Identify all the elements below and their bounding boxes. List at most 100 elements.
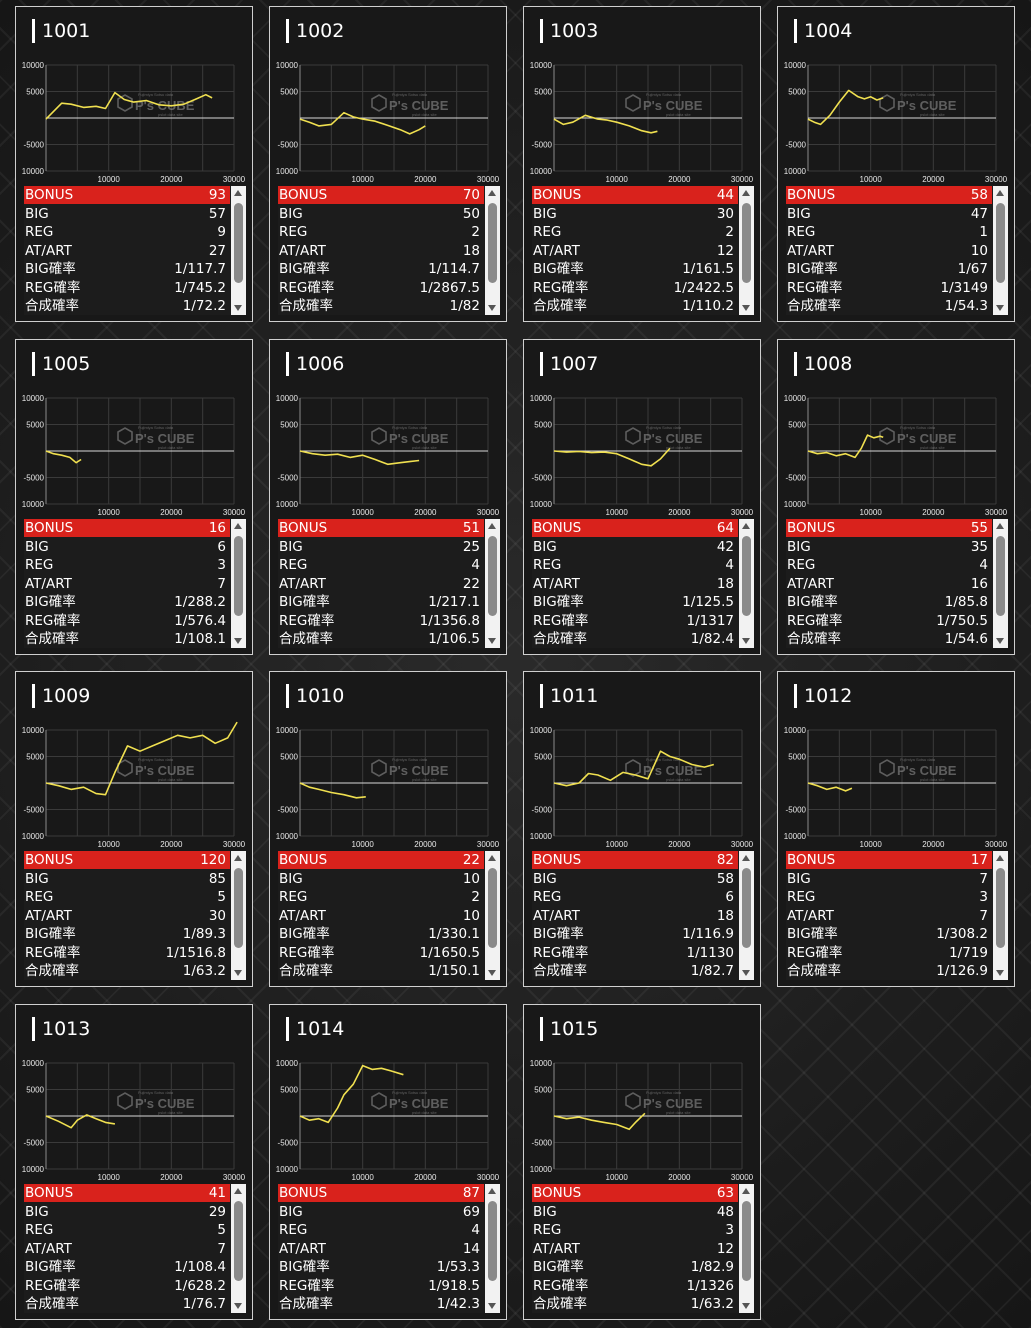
scrollbar-thumb[interactable]: [742, 868, 751, 948]
scroll-up-arrow-icon[interactable]: [742, 1188, 750, 1194]
machine-card[interactable]: 1001100005000-5000-10000100002000030000P…: [15, 6, 253, 322]
scroll-down-arrow-icon[interactable]: [996, 970, 1004, 976]
scrollbar-thumb[interactable]: [996, 536, 1005, 616]
scroll-up-arrow-icon[interactable]: [742, 190, 750, 196]
scrollbar-thumb[interactable]: [742, 203, 751, 283]
scrollbar-thumb[interactable]: [996, 868, 1005, 948]
scrollbar[interactable]: [231, 519, 246, 648]
stat-label: AT/ART: [25, 242, 72, 259]
scrollbar[interactable]: [231, 1184, 246, 1313]
machine-card[interactable]: 1006 10000 5000 -5000 -10000 10000 20000 30000 P…: [269, 339, 507, 655]
scroll-up-arrow-icon[interactable]: [742, 855, 750, 861]
scroll-down-arrow-icon[interactable]: [742, 1303, 750, 1309]
bonus-row: BONUS 55: [786, 519, 992, 537]
scroll-down-arrow-icon[interactable]: [996, 638, 1004, 644]
scrollbar-thumb[interactable]: [488, 536, 497, 616]
scrollbar-thumb[interactable]: [488, 1201, 497, 1281]
scroll-down-arrow-icon[interactable]: [234, 970, 242, 976]
stat-value: 1/125.5: [682, 594, 734, 610]
scroll-down-arrow-icon[interactable]: [234, 638, 242, 644]
scrollbar[interactable]: [993, 519, 1008, 648]
scrollbar[interactable]: [485, 519, 500, 648]
machine-card[interactable]: 1009 10000 5000 -5000 -10000 10000 20000 30000 P…: [15, 671, 253, 987]
big-rate-row: BIG確率 1/89.3: [24, 925, 230, 943]
y-tick-label: -5000: [786, 806, 807, 815]
scrollbar-thumb[interactable]: [996, 203, 1005, 283]
scrollbar[interactable]: [739, 186, 754, 315]
machine-card[interactable]: 1003 10000 5000 -5000 -10000 10000 20000 30000 P…: [523, 6, 761, 322]
stats-table: BONUS 55 BIG 35 REG 4 AT/ART 16 BIG確率 1/85.8 REG確率…: [786, 519, 1008, 648]
scrollbar[interactable]: [485, 186, 500, 315]
stat-value: 1/108.4: [174, 1259, 226, 1275]
scrollbar-thumb[interactable]: [488, 868, 497, 948]
scrollbar-thumb[interactable]: [234, 536, 243, 616]
machine-card[interactable]: 1004 10000 5000 -5000 -10000 10000 20000 30000 P…: [777, 6, 1015, 322]
cube-logo-icon: [117, 94, 133, 112]
scrollbar[interactable]: [231, 851, 246, 980]
machine-card[interactable]: 1011 10000 5000 -5000 -10000 10000 20000 30000 P…: [523, 671, 761, 987]
scroll-down-arrow-icon[interactable]: [234, 305, 242, 311]
stat-value: 1/114.7: [428, 261, 480, 277]
reg-row: REG 3: [786, 888, 992, 906]
scrollbar[interactable]: [739, 519, 754, 648]
scroll-up-arrow-icon[interactable]: [996, 855, 1004, 861]
scrollbar-thumb[interactable]: [234, 203, 243, 283]
scroll-down-arrow-icon[interactable]: [488, 305, 496, 311]
machine-card[interactable]: 1005 10000 5000 -5000 -10000 10000 20000 30000 P…: [15, 339, 253, 655]
machine-card[interactable]: 1002 10000 5000 -5000 -10000 10000 20000 30000 P…: [269, 6, 507, 322]
scroll-up-arrow-icon[interactable]: [234, 523, 242, 529]
scroll-up-arrow-icon[interactable]: [488, 523, 496, 529]
scroll-up-arrow-icon[interactable]: [234, 190, 242, 196]
scroll-up-arrow-icon[interactable]: [234, 1188, 242, 1194]
scroll-up-arrow-icon[interactable]: [488, 855, 496, 861]
x-tick-label: 10000: [606, 508, 629, 517]
scroll-down-arrow-icon[interactable]: [742, 305, 750, 311]
scrollbar-thumb[interactable]: [742, 536, 751, 616]
scroll-down-arrow-icon[interactable]: [742, 970, 750, 976]
scrollbar[interactable]: [485, 1184, 500, 1313]
bonus-row: BONUS 16: [24, 519, 230, 537]
y-tick-label: -5000: [24, 806, 45, 815]
stat-value: 1/85.8: [944, 594, 988, 610]
scrollbar[interactable]: [739, 851, 754, 980]
stat-label: REG: [533, 224, 562, 240]
scroll-down-arrow-icon[interactable]: [234, 1303, 242, 1309]
scrollbar[interactable]: [993, 186, 1008, 315]
scroll-down-arrow-icon[interactable]: [488, 1303, 496, 1309]
machine-card[interactable]: 1007 10000 5000 -5000 -10000 10000 20000 30000 P…: [523, 339, 761, 655]
stat-label: REG: [25, 1222, 54, 1238]
scroll-down-arrow-icon[interactable]: [996, 305, 1004, 311]
stat-value: 1/54.3: [944, 298, 988, 314]
stat-label: BONUS: [533, 520, 582, 536]
scroll-up-arrow-icon[interactable]: [234, 855, 242, 861]
x-tick-label: 30000: [731, 175, 754, 184]
machine-card[interactable]: 1014 10000 5000 -5000 -10000 10000 20000 30000 P…: [269, 1004, 507, 1320]
watermark-subtext: pslot data site: [412, 112, 437, 117]
machine-card[interactable]: 1015 10000 5000 -5000 -10000 10000 20000 30000 P…: [523, 1004, 761, 1320]
scrollbar[interactable]: [231, 186, 246, 315]
scroll-up-arrow-icon[interactable]: [996, 190, 1004, 196]
scrollbar-thumb[interactable]: [234, 1201, 243, 1281]
scroll-down-arrow-icon[interactable]: [742, 638, 750, 644]
scroll-down-arrow-icon[interactable]: [488, 970, 496, 976]
scrollbar-thumb[interactable]: [488, 203, 497, 283]
scrollbar-thumb[interactable]: [742, 1201, 751, 1281]
stat-value: 16: [970, 575, 988, 592]
machine-card[interactable]: 1013 10000 5000 -5000 -10000 10000 20000 30000 P…: [15, 1004, 253, 1320]
big-rate-row: BIG確率 1/53.3: [278, 1258, 484, 1276]
scroll-up-arrow-icon[interactable]: [996, 523, 1004, 529]
scroll-down-arrow-icon[interactable]: [488, 638, 496, 644]
scroll-up-arrow-icon[interactable]: [488, 190, 496, 196]
scrollbar[interactable]: [739, 1184, 754, 1313]
scrollbar-thumb[interactable]: [234, 868, 243, 948]
reg-rate-row: REG確率 1/719: [786, 944, 992, 962]
scrollbar[interactable]: [993, 851, 1008, 980]
stat-value: 1/576.4: [174, 612, 226, 629]
machine-card[interactable]: 1010100005000-5000-10000100002000030000P…: [269, 671, 507, 987]
machine-card[interactable]: 1012 10000 5000 -5000 -10000 10000 20000 30000 P…: [777, 671, 1015, 987]
scrollbar[interactable]: [485, 851, 500, 980]
machine-card[interactable]: 1008 10000 5000 -5000 -10000 10000 20000 30000 P…: [777, 339, 1015, 655]
scroll-up-arrow-icon[interactable]: [742, 523, 750, 529]
scroll-up-arrow-icon[interactable]: [488, 1188, 496, 1194]
